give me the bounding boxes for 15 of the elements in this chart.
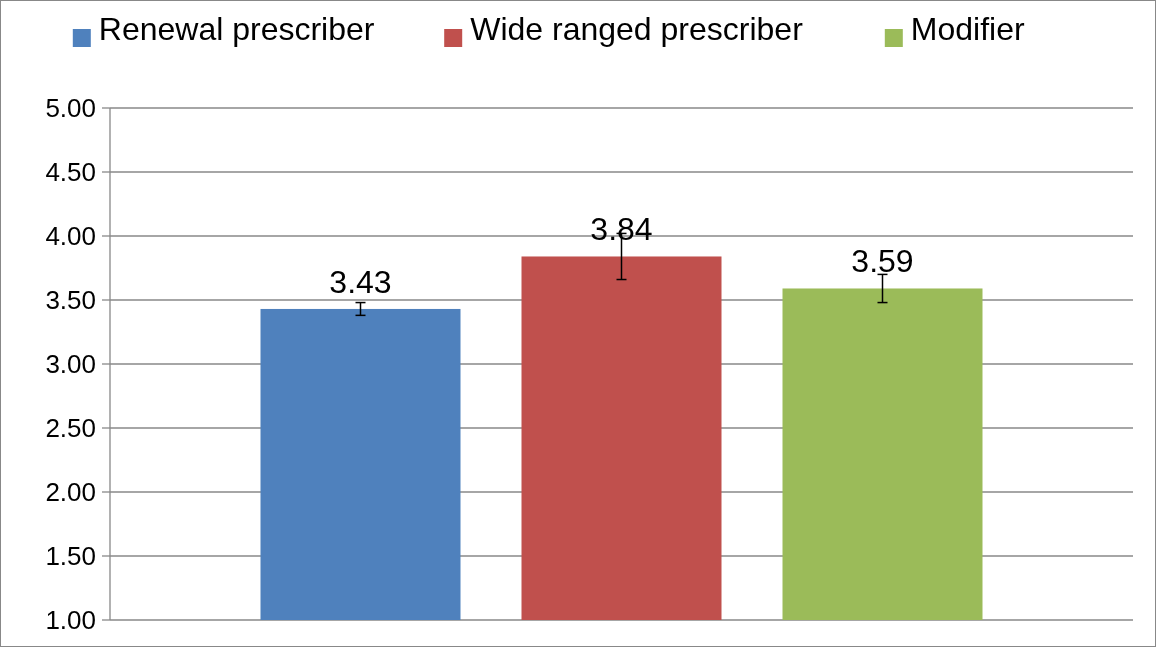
y-tick-label: 3.00: [45, 349, 96, 380]
y-tick-label: 2.00: [45, 477, 96, 508]
legend-label: Renewal prescriber: [98, 11, 375, 48]
y-tick-label: 1.50: [45, 541, 96, 572]
y-tick-label: 4.50: [45, 157, 96, 188]
data-label: 3.43: [329, 263, 392, 300]
y-tick-label: 2.50: [45, 413, 96, 444]
legend-label: Modifier: [910, 11, 1025, 48]
y-tick-label: 5.00: [45, 93, 96, 124]
data-label: 3.59: [851, 243, 914, 280]
legend-label: Wide ranged prescriber: [470, 11, 804, 48]
y-tick-label: 1.00: [45, 605, 96, 636]
y-tick-label: 3.50: [45, 285, 96, 316]
y-tick-label: 4.00: [45, 221, 96, 252]
data-label: 3.84: [590, 211, 653, 248]
